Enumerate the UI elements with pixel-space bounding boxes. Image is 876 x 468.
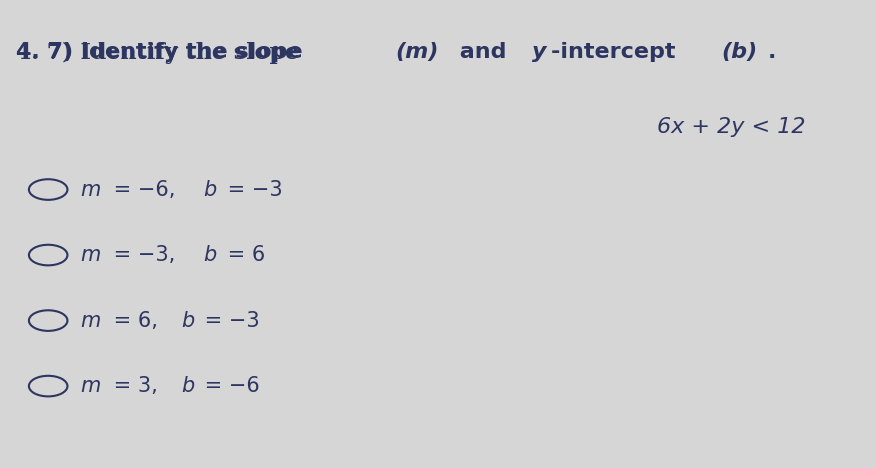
Text: b: b xyxy=(181,311,194,330)
Text: m: m xyxy=(81,180,101,199)
Text: = −3: = −3 xyxy=(221,180,282,199)
Text: -intercept: -intercept xyxy=(551,42,683,62)
Text: y: y xyxy=(532,42,547,62)
Text: = −3: = −3 xyxy=(198,311,260,330)
Text: b: b xyxy=(203,245,216,265)
Text: m: m xyxy=(81,311,101,330)
Text: 4. 7) Identify the slope: 4. 7) Identify the slope xyxy=(16,42,307,64)
Text: .: . xyxy=(768,42,776,62)
Text: b: b xyxy=(203,180,217,199)
Text: = 6,: = 6, xyxy=(107,311,165,330)
Text: = 3,: = 3, xyxy=(107,376,165,396)
Text: 4. 7) Identify the slope: 4. 7) Identify the slope xyxy=(16,42,310,62)
Text: m: m xyxy=(81,376,101,396)
Text: 6x + 2y < 12: 6x + 2y < 12 xyxy=(657,117,806,137)
Text: = −3,: = −3, xyxy=(107,245,181,265)
Text: (b): (b) xyxy=(721,42,758,62)
Text: b: b xyxy=(181,376,194,396)
Text: (m): (m) xyxy=(396,42,439,62)
Text: and: and xyxy=(451,42,514,62)
Text: = −6: = −6 xyxy=(198,376,260,396)
Text: m: m xyxy=(81,245,101,265)
Text: = −6,: = −6, xyxy=(107,180,182,199)
Text: = 6: = 6 xyxy=(221,245,265,265)
